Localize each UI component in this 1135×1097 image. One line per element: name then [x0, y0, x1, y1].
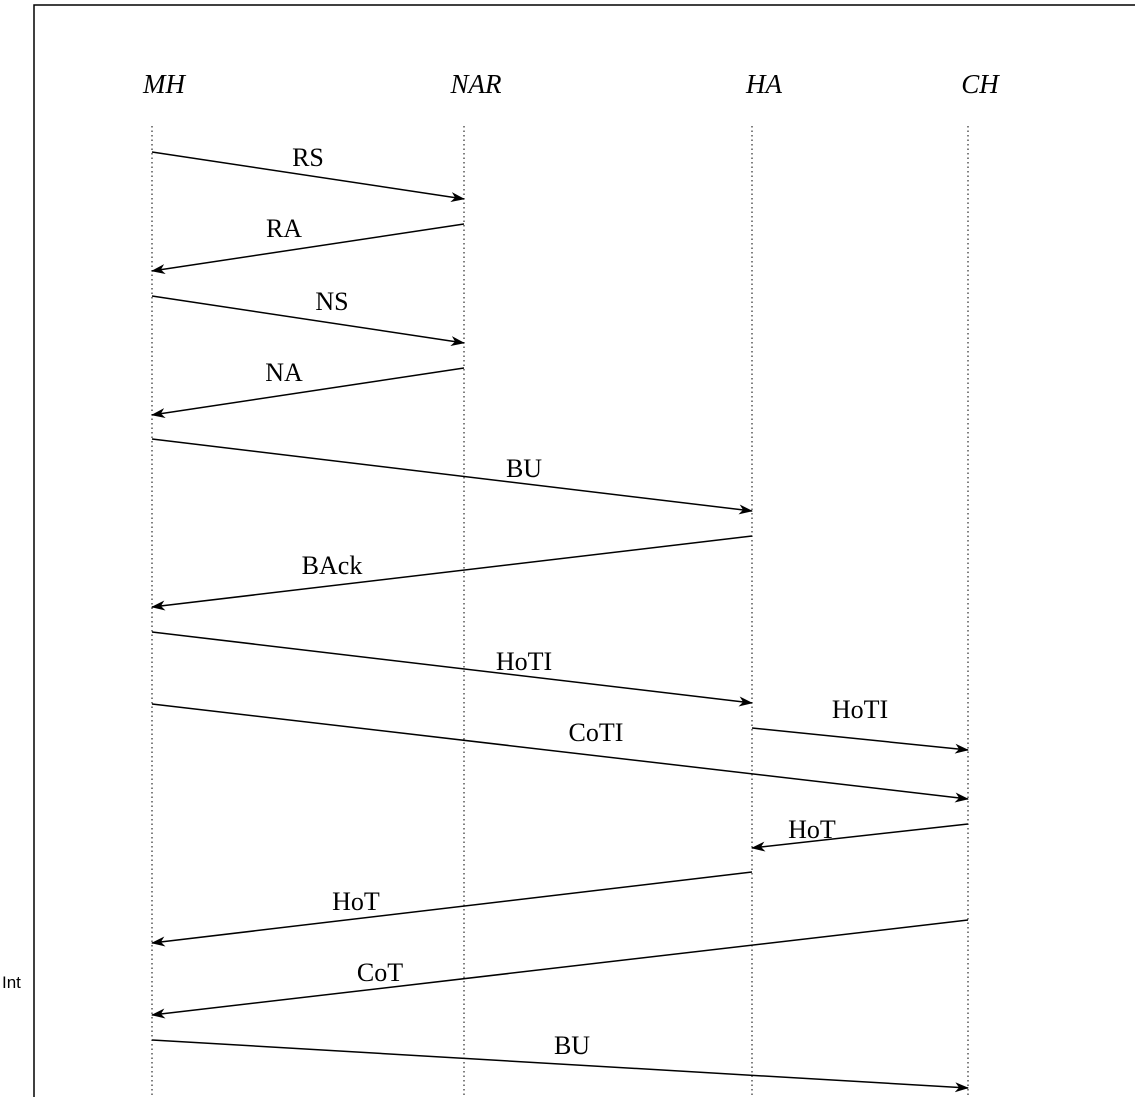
message-arrow	[151, 1039, 969, 1093]
message-arrow	[151, 871, 753, 947]
message-rs-mh-to-nar: RS	[151, 143, 465, 203]
message-label: CoT	[357, 958, 403, 987]
message-label: BAck	[302, 551, 363, 580]
message-label: HoT	[788, 815, 836, 844]
message-arrow	[151, 151, 465, 203]
message-hot-ha-to-mh: HoT	[151, 871, 753, 947]
message-label: BU	[554, 1031, 590, 1060]
participant-label-ch: CH	[961, 69, 1000, 99]
message-hot-ch-to-ha: HoT	[751, 815, 969, 852]
message-arrow	[151, 631, 753, 707]
message-label: HoTI	[832, 695, 888, 724]
participant-label-mh: MH	[142, 69, 186, 99]
messages: RS RA NS NA BU BAck HoTI HoTI CoTI HoT HoT CoT BU	[151, 143, 969, 1093]
message-arrow	[151, 367, 465, 419]
message-ra-nar-to-mh: RA	[151, 214, 465, 275]
message-coti-mh-to-ch: CoTI	[151, 703, 969, 803]
message-arrow	[151, 438, 753, 515]
message-label: HoTI	[496, 647, 552, 676]
message-label: CoTI	[569, 718, 624, 747]
message-hoti-mh-to-ha: HoTI	[151, 631, 753, 707]
message-arrow	[751, 727, 969, 754]
diagram-frame	[33, 4, 1135, 1097]
message-cot-ch-to-mh: CoT	[151, 919, 969, 1019]
message-label: RA	[266, 214, 302, 243]
message-arrow	[151, 703, 969, 803]
message-arrow	[151, 295, 465, 347]
message-label: NA	[265, 358, 303, 387]
message-arrow	[151, 919, 969, 1019]
message-bu-mh-to-ch: BU	[151, 1031, 969, 1093]
message-back-ha-to-mh: BAck	[151, 535, 753, 611]
message-label: RS	[292, 143, 324, 172]
message-arrow	[151, 223, 465, 275]
participants: MH NAR HA CH	[142, 69, 1000, 1097]
message-arrow	[751, 823, 969, 852]
message-hoti-ha-to-ch: HoTI	[751, 695, 969, 754]
message-ns-mh-to-nar: NS	[151, 287, 465, 347]
message-na-nar-to-mh: NA	[151, 358, 465, 419]
message-label: HoT	[332, 887, 380, 916]
message-label: BU	[506, 454, 542, 483]
message-arrow	[151, 535, 753, 611]
participant-label-nar: NAR	[450, 69, 503, 99]
participant-label-ha: HA	[745, 69, 782, 99]
message-bu-mh-to-ha: BU	[151, 438, 753, 515]
cropped-side-text: Int	[2, 973, 21, 992]
message-label: NS	[315, 287, 348, 316]
